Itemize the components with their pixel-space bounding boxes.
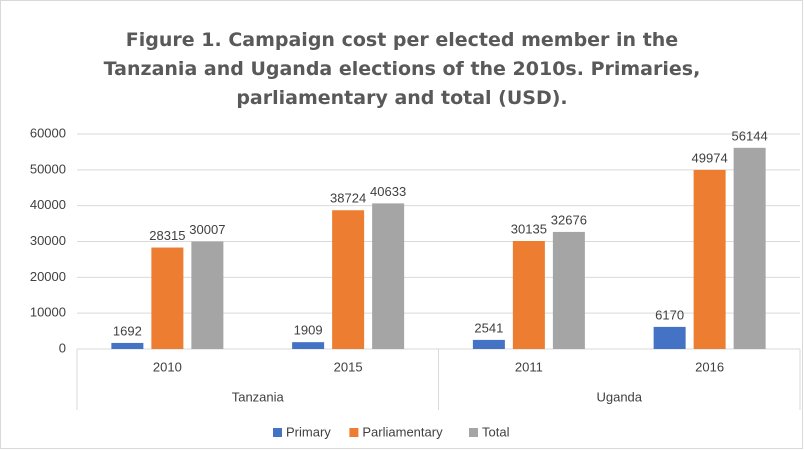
bar xyxy=(372,203,405,349)
y-tick-label: 0 xyxy=(59,340,66,355)
legend-swatch xyxy=(469,428,478,437)
x-tick-label: 2010 xyxy=(153,359,182,374)
y-tick-label: 10000 xyxy=(30,305,66,320)
data-label: 1692 xyxy=(113,323,142,338)
data-label: 30135 xyxy=(511,221,547,236)
y-tick-label: 60000 xyxy=(30,125,66,140)
y-tick-label: 50000 xyxy=(30,161,66,176)
bar xyxy=(332,210,365,349)
data-label: 28315 xyxy=(149,228,185,243)
data-label: 38724 xyxy=(330,191,366,206)
bar xyxy=(191,241,224,349)
data-label: 40633 xyxy=(370,184,406,199)
y-tick-label: 30000 xyxy=(30,233,66,248)
data-label: 2541 xyxy=(474,320,503,335)
data-label: 49974 xyxy=(692,150,728,165)
bar xyxy=(733,147,766,349)
legend-label: Total xyxy=(482,424,510,439)
bar xyxy=(292,342,325,349)
bar xyxy=(653,326,686,349)
bar xyxy=(552,231,585,349)
data-label: 30007 xyxy=(189,222,225,237)
x-tick-label: 2015 xyxy=(334,359,363,374)
bar xyxy=(512,241,545,349)
bar xyxy=(693,169,726,349)
legend-label: Parliamentary xyxy=(362,424,443,439)
y-tick-label: 20000 xyxy=(30,269,66,284)
bar xyxy=(151,247,184,349)
y-tick-label: 40000 xyxy=(30,197,66,212)
legend-label: Primary xyxy=(286,424,331,439)
group-label: Tanzania xyxy=(232,389,285,404)
bar xyxy=(111,342,144,349)
group-label: Uganda xyxy=(596,389,642,404)
data-label: 6170 xyxy=(655,307,684,322)
data-label: 32676 xyxy=(551,212,587,227)
data-label: 1909 xyxy=(294,323,323,338)
chart-title: Figure 1. Campaign cost per elected memb… xyxy=(103,29,701,109)
legend-swatch xyxy=(349,428,359,437)
x-tick-label: 2016 xyxy=(695,359,724,374)
bar xyxy=(472,339,505,349)
legend-swatch xyxy=(273,428,282,437)
data-label: 56144 xyxy=(732,128,768,143)
x-tick-label: 2011 xyxy=(515,359,543,374)
